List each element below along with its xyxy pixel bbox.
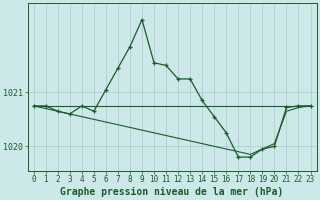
X-axis label: Graphe pression niveau de la mer (hPa): Graphe pression niveau de la mer (hPa): [60, 186, 284, 197]
